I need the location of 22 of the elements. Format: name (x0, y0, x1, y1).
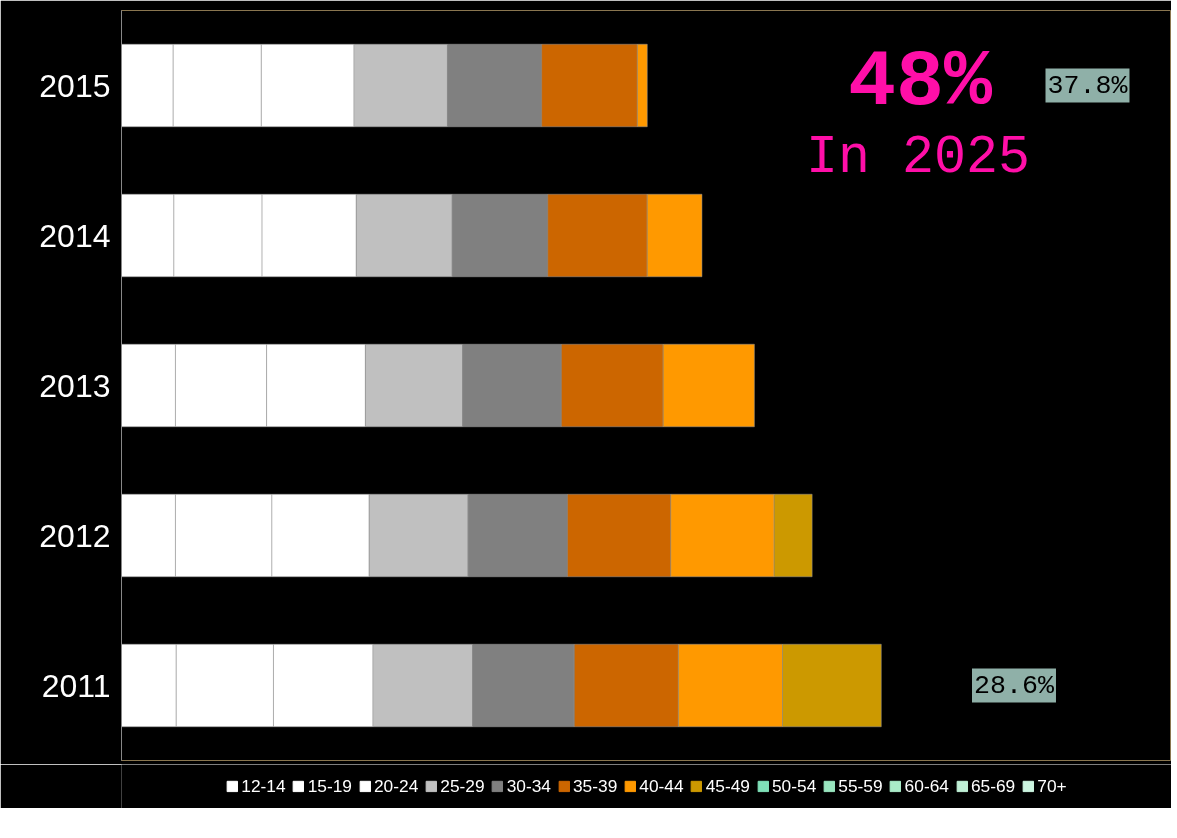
legend-label: 30-34 (506, 775, 551, 797)
annotation: 48% (848, 37, 994, 128)
text: 37.8% (1047, 70, 1129, 101)
legend-label: 65-69 (970, 775, 1016, 797)
y-tick-label: 2011 (41, 667, 111, 704)
y-tick-label: 2012 (39, 517, 111, 554)
legend-label: 35-39 (572, 775, 618, 797)
y-tick-label: 2015 (39, 67, 111, 104)
annotation: In 2025 (806, 127, 1031, 188)
legend-label: 12-14 (241, 775, 286, 797)
y-tick-label: 2014 (39, 217, 111, 254)
legend-label: 70+ (1037, 775, 1067, 797)
y-tick-label: 2013 (39, 367, 111, 404)
legend-label: 20-24 (373, 775, 419, 797)
legend-label: 60-64 (904, 775, 949, 797)
legend-label: 55-59 (838, 775, 883, 797)
legend-label: 25-29 (440, 775, 485, 797)
text: 28.6% (974, 670, 1055, 701)
legend-label: 45-49 (705, 775, 750, 797)
legend-label: 50-54 (771, 775, 817, 797)
legend-label: 15-19 (307, 775, 352, 797)
legend-label: 40-44 (639, 775, 684, 797)
